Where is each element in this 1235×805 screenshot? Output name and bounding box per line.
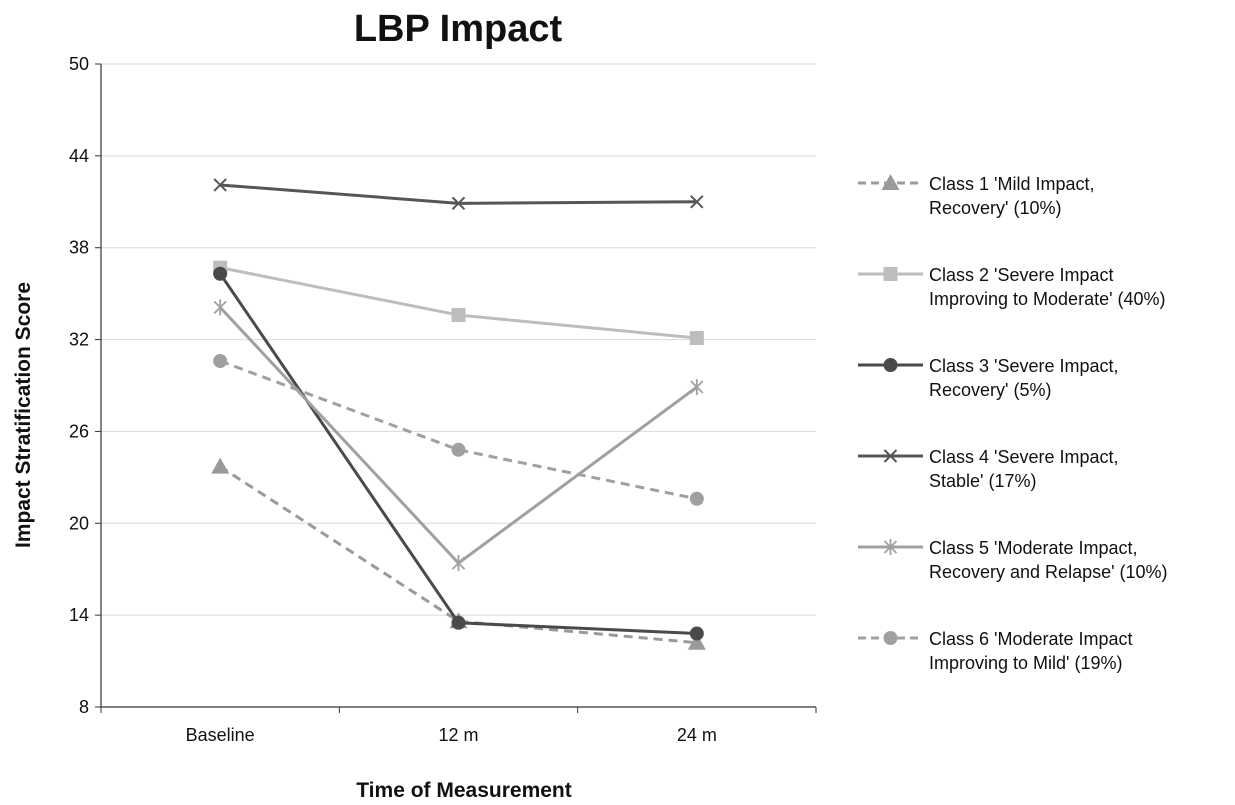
x-axis-label: Time of Measurement xyxy=(356,779,572,800)
legend-label: Improving to Mild' (19%) xyxy=(929,653,1123,673)
marker-stroke xyxy=(690,195,704,209)
series-6-point xyxy=(451,442,466,457)
series-2-line xyxy=(219,266,697,340)
series-1-point xyxy=(211,457,230,474)
legend-label: Class 3 'Severe Impact, xyxy=(929,356,1119,376)
series-4-line xyxy=(220,183,697,205)
series-2 xyxy=(213,260,704,346)
series-3-point xyxy=(213,266,228,281)
series-3-point xyxy=(451,615,466,630)
legend-label: Recovery' (10%) xyxy=(929,198,1061,218)
series-layer xyxy=(211,178,706,650)
legend-label: Stable' (17%) xyxy=(929,471,1037,491)
series-2-point xyxy=(689,331,704,346)
marker-shape xyxy=(689,491,704,506)
series-3 xyxy=(213,266,704,641)
legend-label: Recovery and Relapse' (10%) xyxy=(929,562,1168,582)
legend-item-6: Class 6 'Moderate Impact Improving to Mil… xyxy=(858,629,1133,673)
legend: Class 1 'Mild Impact,Recovery' (10%)Clas… xyxy=(858,174,1168,673)
marker-shape xyxy=(883,358,898,372)
legend-marker xyxy=(883,358,898,372)
series-5-point xyxy=(213,299,227,316)
series-5 xyxy=(213,299,704,572)
legend-label: Class 5 'Moderate Impact, xyxy=(929,538,1138,558)
legend-item-2: Class 2 'Severe Impact Improving to Moder… xyxy=(858,265,1166,309)
legend-label: Class 2 'Severe Impact xyxy=(929,265,1114,285)
y-tick-label: 20 xyxy=(69,513,89,533)
legend-marker xyxy=(881,174,900,190)
x-tick-label: Baseline xyxy=(186,725,255,745)
y-tick-label: 14 xyxy=(69,605,89,625)
marker-shape xyxy=(451,442,466,457)
legend-label: Improving to Moderate' (40%) xyxy=(929,289,1166,309)
series-5-point xyxy=(451,555,466,572)
y-tick-label: 8 xyxy=(79,697,89,717)
marker-shape xyxy=(689,626,704,641)
series-4-point xyxy=(213,178,227,192)
legend-marker xyxy=(883,539,898,555)
marker-shape xyxy=(451,308,466,323)
chart-title: LBP Impact xyxy=(354,8,563,50)
x-tick-label: 12 m xyxy=(438,725,478,745)
marker-stroke xyxy=(883,449,898,463)
series-4-point xyxy=(451,196,466,211)
x-tick-label: 24 m xyxy=(677,725,717,745)
legend-label: Class 6 'Moderate Impact xyxy=(929,629,1133,649)
marker-shape xyxy=(883,267,898,281)
series-5-point xyxy=(690,379,704,396)
legend-label: Class 1 'Mild Impact, xyxy=(929,174,1094,194)
legend-item-5: Class 5 'Moderate Impact, Recovery and Re… xyxy=(858,538,1168,582)
marker-shape xyxy=(883,631,898,645)
legend-marker xyxy=(883,631,898,645)
series-6-point xyxy=(213,354,228,369)
legend-item-4: Class 4 'Severe Impact, Stable' (17%) xyxy=(858,447,1119,491)
marker-shape xyxy=(213,354,228,369)
legend-item-1: Class 1 'Mild Impact, Recovery' (10%) xyxy=(858,174,1094,218)
series-1-point xyxy=(687,633,706,650)
series-4 xyxy=(213,178,704,211)
marker-stroke xyxy=(451,196,466,211)
marker-shape xyxy=(213,266,228,281)
series-6-point xyxy=(689,491,704,506)
legend-label: Recovery' (5%) xyxy=(929,380,1051,400)
y-tick-label: 26 xyxy=(69,421,89,441)
marker-shape xyxy=(687,633,706,650)
legend-marker xyxy=(883,449,898,463)
legend-label: Class 4 'Severe Impact, xyxy=(929,447,1119,467)
series-3-point xyxy=(689,626,704,641)
series-4-point xyxy=(690,195,704,209)
series-5-line xyxy=(219,306,698,566)
y-tick-label: 44 xyxy=(69,146,89,166)
legend-item-3: Class 3 'Severe Impact, Recovery' (5%) xyxy=(858,356,1119,400)
marker-stroke xyxy=(213,178,227,192)
y-tick-label: 50 xyxy=(69,54,89,74)
series-6 xyxy=(213,354,704,506)
grid-layer xyxy=(101,63,816,616)
marker-shape xyxy=(451,615,466,630)
series-6-line xyxy=(219,359,698,501)
y-tick-label: 38 xyxy=(69,238,89,258)
marker-shape xyxy=(211,457,230,474)
axis-layer: 8 14 20 26 32 38 44 50 Baseline 12 m 24 m xyxy=(69,54,817,745)
y-tick-label: 32 xyxy=(69,330,89,350)
series-2-point xyxy=(451,308,466,323)
marker-shape xyxy=(881,174,900,190)
y-axis-label: Impact Stratification Score xyxy=(12,282,35,548)
legend-marker xyxy=(883,267,898,281)
series-1-line xyxy=(219,465,697,645)
marker-shape xyxy=(689,331,704,346)
